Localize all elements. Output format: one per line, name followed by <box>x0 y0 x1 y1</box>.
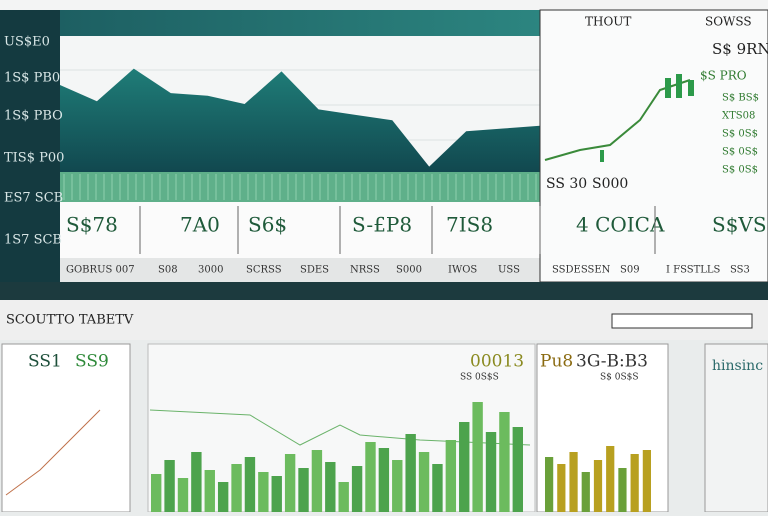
panel <box>704 343 768 513</box>
bar <box>325 462 336 512</box>
bar <box>630 454 639 512</box>
bar <box>258 472 269 512</box>
bar <box>298 468 309 512</box>
bar <box>459 422 470 512</box>
sub-label: SSDESSEN <box>552 265 611 276</box>
bar <box>485 432 497 512</box>
area <box>60 68 540 172</box>
bar <box>284 454 296 512</box>
sub-label: IWOS <box>448 265 477 276</box>
bar <box>618 468 627 512</box>
footer: SS 30 <box>546 176 587 192</box>
sub-row <box>60 258 540 282</box>
bar <box>338 482 349 512</box>
kpi-value: 7IS8 <box>446 213 493 237</box>
sub-label: SCRSS <box>246 265 282 276</box>
bar <box>557 464 566 512</box>
bar <box>204 470 215 512</box>
kpi-value: 4 COICA <box>576 213 665 237</box>
list-item: S$ 0S$ <box>722 147 758 158</box>
tab[interactable]: SOWSS <box>705 15 752 29</box>
panel-title: 00013 <box>470 352 524 372</box>
sub-label: SS3 <box>730 265 750 276</box>
search-box[interactable] <box>611 313 753 329</box>
bar <box>164 460 175 512</box>
list-item: S$ 0S$ <box>722 129 758 140</box>
axis-label: ES7 SCB <box>4 191 63 206</box>
panel-title: SS9 <box>75 352 109 372</box>
bar <box>499 412 510 512</box>
kpi-value: S6$ <box>248 213 287 237</box>
bar <box>418 452 430 512</box>
bar <box>512 427 523 512</box>
bar <box>151 474 162 512</box>
bar <box>244 457 256 512</box>
sub-label: NRSS <box>350 265 380 276</box>
panel-subtitle: S$ 0S$S <box>600 373 639 383</box>
top-bar <box>0 0 768 10</box>
bar <box>217 482 229 512</box>
kpi-value: 7A0 <box>180 213 220 237</box>
bar <box>231 464 242 512</box>
bar <box>569 452 578 512</box>
chart-header <box>60 10 540 36</box>
bar <box>392 460 403 512</box>
axis-label: 1S7 SCB <box>4 233 62 248</box>
footer: S000 <box>592 176 628 192</box>
divider <box>0 282 768 300</box>
sub-label: 3000 <box>198 265 223 276</box>
panel-title: Pu8 <box>540 352 573 372</box>
sub-label: I FSSTLLS <box>666 265 721 276</box>
bar <box>581 472 590 512</box>
sub-label: S000 <box>396 265 422 276</box>
right-panel <box>539 9 768 283</box>
sub-label: S09 <box>620 265 640 276</box>
panel-title: SS1 <box>28 352 62 372</box>
bar <box>351 466 363 512</box>
green-strip <box>60 172 540 202</box>
bar <box>606 446 615 512</box>
bar <box>177 478 189 512</box>
panel-title: hinsinc <box>712 358 763 374</box>
bar <box>445 440 457 512</box>
bar <box>191 452 202 512</box>
bar <box>593 460 603 512</box>
sub-label: GOBRUS 007 <box>66 265 135 276</box>
kpi-value: S-£P8 <box>352 213 412 237</box>
bar <box>378 448 390 512</box>
sub-label: USS <box>498 265 520 276</box>
trend-line <box>149 409 531 446</box>
bar <box>545 457 554 512</box>
price: S$ 9RN <box>712 40 768 58</box>
bar <box>472 402 483 512</box>
bar <box>311 450 323 512</box>
tag: $S PRO <box>700 69 747 83</box>
bar <box>405 434 416 512</box>
axis-panel <box>0 10 60 282</box>
bar <box>365 442 376 512</box>
bar <box>642 450 651 512</box>
candles <box>600 74 694 162</box>
bar <box>271 476 282 512</box>
kpi-value: S$VSO <box>712 213 768 237</box>
panel <box>1 343 131 513</box>
panel-subtitle: SS 0S$S <box>460 373 499 383</box>
axis-label: 1S$ PB0 <box>4 71 60 86</box>
section-title: SCOUTTO TABETV <box>6 313 134 328</box>
axis-label: TIS$ P00 <box>4 151 64 166</box>
list-item: S$ BS$ <box>722 93 759 104</box>
list-item: S$ 0S$ <box>722 165 758 176</box>
sub-label: S08 <box>158 265 178 276</box>
bar <box>432 464 443 512</box>
list-item: XTS08 <box>722 111 755 122</box>
trend-line <box>5 409 101 496</box>
kpi-value: S$78 <box>66 213 118 237</box>
axis-label: 1S$ PBO <box>4 109 63 124</box>
panel-title: 3G-B:B3 <box>576 352 648 372</box>
tab[interactable]: THOUT <box>585 15 631 29</box>
axis-label: US$E0 <box>4 35 50 50</box>
sub-label: SDES <box>300 265 329 276</box>
